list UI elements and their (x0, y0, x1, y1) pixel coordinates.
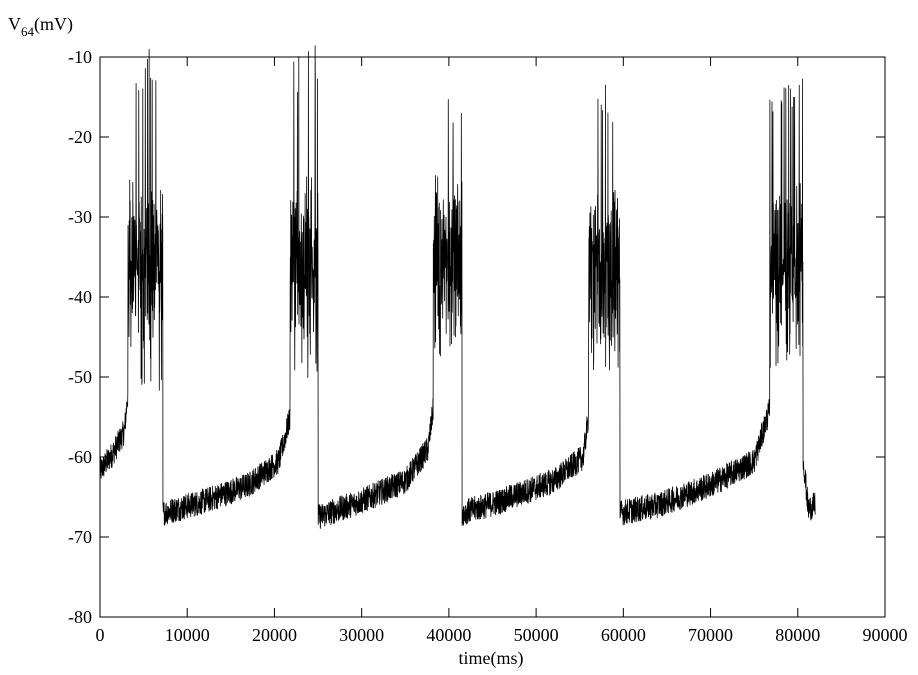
x-tick-label: 60000 (601, 625, 646, 645)
axis-tick-labels: 0 10000 20000 30000 40000 50000 60000 70000 8000… (68, 47, 908, 645)
y-tick-label: -40 (68, 287, 92, 307)
x-axis-title: time(ms) (459, 648, 524, 669)
y-tick-label: -20 (68, 127, 92, 147)
y-axis-title-base: V (8, 14, 21, 34)
x-tick-label: 0 (96, 625, 105, 645)
x-tick-label: 30000 (339, 625, 384, 645)
axis-ticks (99, 56, 886, 618)
voltage-trace-line (99, 45, 816, 529)
x-tick-label: 50000 (514, 625, 559, 645)
y-axis-title-subscript: 64 (21, 24, 35, 39)
y-axis-title: V64(mV) (8, 14, 73, 39)
x-tick-label: 70000 (688, 625, 733, 645)
plot-frame (99, 56, 886, 618)
x-tick-label: 10000 (165, 625, 210, 645)
y-tick-label: -10 (68, 47, 92, 67)
x-tick-label: 90000 (863, 625, 908, 645)
x-tick-label: 20000 (252, 625, 297, 645)
x-tick-label: 80000 (775, 625, 820, 645)
y-tick-label: -30 (68, 207, 92, 227)
y-tick-label: -60 (68, 447, 92, 467)
y-axis-title-suffix: (mV) (34, 14, 73, 35)
y-tick-label: -50 (68, 367, 92, 387)
svg-text:V64(mV): V64(mV) (8, 14, 73, 39)
x-tick-label: 40000 (426, 625, 471, 645)
y-tick-label: -70 (68, 527, 92, 547)
y-tick-label: -80 (68, 607, 92, 627)
